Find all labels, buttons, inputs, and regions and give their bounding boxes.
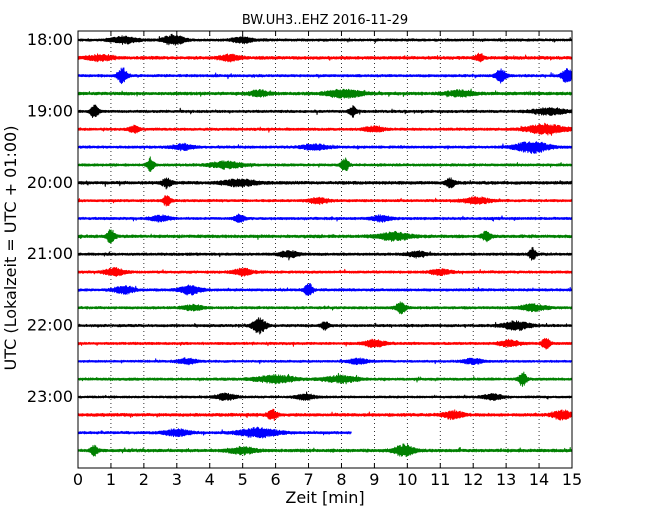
trace-2330 (77, 426, 352, 439)
x-tick-label: 15 (562, 470, 582, 489)
trace-2200 (77, 317, 573, 335)
trace-1845 (77, 88, 573, 99)
x-tick-label: 12 (463, 470, 483, 489)
trace-2230 (77, 357, 573, 366)
trace-2245 (77, 371, 573, 387)
x-axis-label: Zeit [min] (285, 488, 364, 507)
x-tick-label: 2 (139, 470, 149, 489)
x-tick-label: 0 (73, 470, 83, 489)
trace-1915 (77, 122, 573, 136)
tick-labels: 0 1 2 3 4 5 6 7 8 9 10 11 12 13 14 1518:0019:0020:0021:… (27, 30, 582, 489)
trace-1945 (77, 156, 573, 172)
trace-2345 (77, 443, 573, 458)
x-tick-label: 1 (106, 470, 116, 489)
y-tick-label: 21:00 (27, 244, 73, 263)
x-tick-label: 3 (172, 470, 182, 489)
y-tick-label: 20:00 (27, 173, 73, 192)
x-tick-label: 9 (369, 470, 379, 489)
trace-1830 (77, 67, 573, 85)
trace-2215 (77, 337, 573, 350)
x-tick-label: 8 (336, 470, 346, 489)
trace-2015 (77, 195, 573, 207)
seismic-traces (77, 33, 573, 458)
trace-2000 (77, 177, 573, 190)
trace-2100 (77, 246, 573, 261)
trace-2145 (77, 301, 573, 315)
trace-1900 (77, 104, 573, 118)
x-tick-label: 4 (205, 470, 215, 489)
x-tick-label: 11 (430, 470, 450, 489)
x-tick-label: 7 (303, 470, 313, 489)
y-tick-label: 19:00 (27, 101, 73, 120)
axis-ticks (77, 31, 573, 468)
y-tick-label: 22:00 (27, 316, 73, 335)
x-tick-label: 14 (529, 470, 549, 489)
trace-2030 (77, 213, 573, 223)
y-tick-label: 23:00 (27, 387, 73, 406)
plot-frame (77, 30, 573, 469)
trace-1815 (77, 52, 573, 63)
x-tick-label: 13 (496, 470, 516, 489)
y-axis-label: UTC (Lokalzeit = UTC + 01:00) (1, 126, 20, 371)
x-tick-label: 6 (271, 470, 281, 489)
trace-1930 (77, 141, 573, 154)
trace-2300 (77, 391, 573, 401)
x-tick-label: 10 (397, 470, 417, 489)
trace-1800 (77, 33, 573, 46)
chart-title: BW.UH3..EHZ 2016-11-29 (242, 13, 408, 28)
trace-2315 (77, 408, 573, 421)
trace-2130 (77, 282, 573, 296)
x-tick-label: 5 (238, 470, 248, 489)
y-tick-label: 18:00 (27, 30, 73, 49)
trace-2045 (77, 229, 573, 244)
trace-2115 (77, 266, 573, 278)
